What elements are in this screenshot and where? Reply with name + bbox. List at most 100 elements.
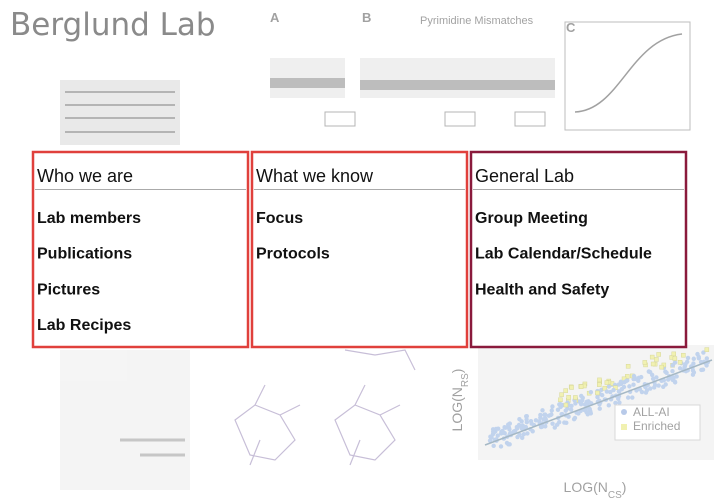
dot xyxy=(573,395,578,400)
dot xyxy=(502,430,507,436)
dot xyxy=(597,406,602,411)
legend-swatch xyxy=(621,424,627,430)
dot xyxy=(644,388,650,393)
dot xyxy=(514,424,520,430)
dot xyxy=(520,423,525,428)
dot xyxy=(599,392,605,398)
dot xyxy=(661,384,666,389)
dot xyxy=(578,384,584,389)
dot xyxy=(549,408,554,413)
menu-heading: General Lab xyxy=(475,166,574,186)
fit-line xyxy=(484,359,713,446)
dot xyxy=(670,368,675,374)
gel-bands xyxy=(65,91,175,133)
dot xyxy=(543,424,548,429)
dot xyxy=(704,356,710,361)
dot xyxy=(613,400,618,406)
dot xyxy=(704,347,710,352)
dot xyxy=(656,352,661,357)
menu-frame xyxy=(250,150,469,349)
menu-frame xyxy=(469,150,688,349)
dot xyxy=(538,412,543,418)
dot xyxy=(685,355,691,361)
dot xyxy=(533,418,539,423)
dot xyxy=(550,404,555,409)
menu-link[interactable]: Lab Calendar/Schedule xyxy=(475,246,652,263)
panel-label: A xyxy=(270,10,280,25)
menu-link[interactable]: Health and Safety xyxy=(475,281,609,298)
dot xyxy=(696,356,702,361)
dot xyxy=(572,415,578,421)
menu-link[interactable]: Lab Recipes xyxy=(37,317,131,334)
menu-link[interactable]: Publications xyxy=(37,246,132,263)
dot xyxy=(618,379,624,384)
menu-link[interactable]: Group Meeting xyxy=(475,210,588,227)
dot xyxy=(630,395,635,400)
dot xyxy=(642,360,648,365)
dot xyxy=(543,417,548,422)
dot xyxy=(524,413,529,419)
menu-box: What we know Focus Protocols xyxy=(250,150,469,349)
menu-link[interactable]: Protocols xyxy=(256,246,330,263)
dot xyxy=(611,387,616,393)
dot xyxy=(525,431,530,436)
dot xyxy=(681,352,686,358)
dot xyxy=(604,380,610,385)
dot xyxy=(691,356,696,361)
gel-image xyxy=(60,80,180,145)
dot xyxy=(595,390,600,396)
binding-curve xyxy=(574,33,683,113)
site-title: Berglund Lab xyxy=(10,7,216,43)
axis-label: LOG(NRS) xyxy=(449,369,471,432)
dot xyxy=(691,361,696,366)
dot xyxy=(665,377,671,382)
dot xyxy=(491,429,496,434)
dot xyxy=(568,407,574,412)
dot xyxy=(521,432,526,437)
dot xyxy=(542,412,548,417)
menu-area: Who we are Lab members Publications Picture… xyxy=(31,150,688,349)
axis-label-part: ) xyxy=(449,369,465,374)
dot xyxy=(656,383,661,388)
dot xyxy=(584,399,590,405)
dot xyxy=(569,385,574,390)
menu-link[interactable]: Pictures xyxy=(37,281,100,298)
dot xyxy=(578,401,584,407)
panel-label: B xyxy=(362,10,371,25)
gel-bands xyxy=(120,438,185,457)
dot xyxy=(631,373,637,379)
dot xyxy=(569,403,574,409)
label-box xyxy=(514,111,546,127)
dot xyxy=(550,421,555,426)
dot xyxy=(563,402,569,408)
dot xyxy=(558,401,563,407)
dot xyxy=(488,434,493,439)
menu-link[interactable]: Focus xyxy=(256,210,303,227)
dot xyxy=(491,443,496,449)
dot xyxy=(599,387,604,393)
axis-label-part: LOG(N xyxy=(449,387,465,431)
molecule-structures xyxy=(234,349,416,466)
dot xyxy=(617,400,622,405)
dot xyxy=(595,394,600,400)
axis-label-part: CS xyxy=(608,490,622,499)
scatter-dots xyxy=(487,347,710,449)
dot xyxy=(559,392,564,397)
legend-box xyxy=(614,404,701,441)
legend-label: ALL-AI xyxy=(633,405,670,419)
dot xyxy=(650,376,656,381)
menu-link[interactable]: Lab members xyxy=(37,210,141,227)
dot xyxy=(580,398,585,403)
dot xyxy=(701,350,706,355)
gel-image xyxy=(360,58,555,98)
dot xyxy=(631,382,636,387)
gel-band xyxy=(270,78,345,88)
dot xyxy=(563,388,568,393)
label-box xyxy=(444,111,476,127)
plot-frame xyxy=(564,21,691,131)
dot xyxy=(548,412,553,418)
dot xyxy=(690,372,696,377)
dot xyxy=(650,361,656,367)
